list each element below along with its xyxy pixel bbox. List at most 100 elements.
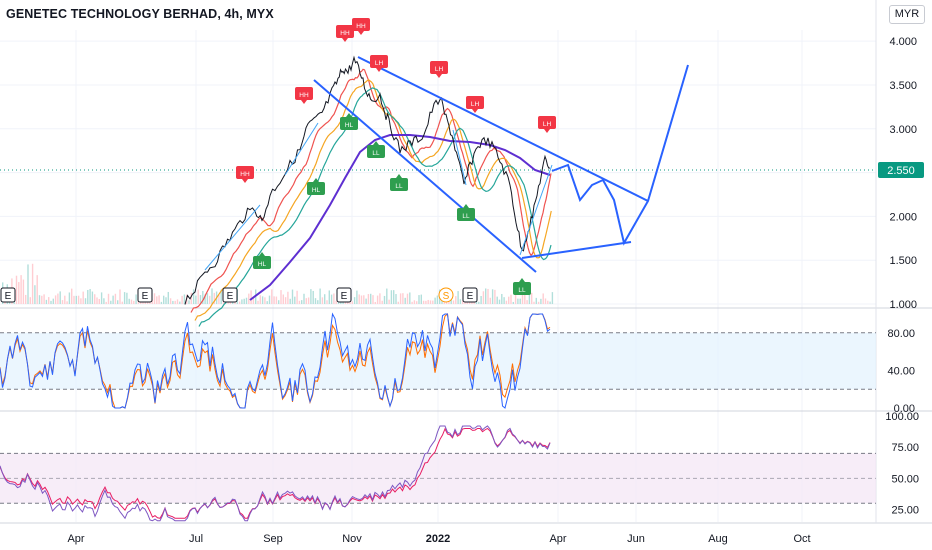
volume-bar xyxy=(151,299,153,304)
moving-averages xyxy=(190,68,552,327)
volume-bar xyxy=(29,297,31,304)
volume-bar xyxy=(179,301,181,304)
swing-label-hh: HH xyxy=(236,166,254,183)
trendline-4 xyxy=(551,64,689,246)
volume-bar xyxy=(38,295,41,304)
swing-label-bg xyxy=(466,96,484,109)
volume-bar xyxy=(87,289,89,304)
last-price-badge: 2.550 xyxy=(878,162,924,178)
rsi-ma-line xyxy=(0,427,551,519)
swing-label-tip xyxy=(301,100,307,104)
volume-bar xyxy=(128,298,130,304)
volume-bar xyxy=(243,298,245,304)
volume-bar xyxy=(43,294,45,304)
event-marker-text: E xyxy=(5,291,12,302)
volume-bar xyxy=(549,301,551,304)
swing-label-hh: HH xyxy=(352,18,370,35)
volume-bar xyxy=(303,293,305,304)
oscillator-bands xyxy=(0,169,876,504)
volume-bar xyxy=(275,296,278,304)
event-marker-bg xyxy=(336,287,352,303)
volume-bar xyxy=(551,292,554,304)
event-marker-s: S xyxy=(438,287,454,303)
volume-bar xyxy=(169,298,172,304)
volume-bar xyxy=(220,289,222,304)
swing-label-bg xyxy=(295,87,313,100)
volume-bar xyxy=(402,293,404,304)
currency-selector[interactable]: MYR xyxy=(889,5,925,24)
volume-bar xyxy=(358,294,360,304)
swing-label-text: LH xyxy=(435,66,444,73)
volume-bar xyxy=(252,297,255,304)
volume-bar xyxy=(153,293,156,304)
volume-bar xyxy=(452,300,455,304)
volume-bar xyxy=(287,291,289,304)
swing-label-tip xyxy=(436,74,442,78)
volume-bar xyxy=(388,299,390,304)
volume-bar xyxy=(427,299,429,304)
volume-bar xyxy=(482,291,485,304)
swing-label-hl: HL xyxy=(253,252,271,269)
stoch-axis-tick: 40.00 xyxy=(887,365,915,377)
volume-bar xyxy=(326,300,328,304)
price-axis-tick: 1.500 xyxy=(889,255,917,267)
event-marker-e: E xyxy=(336,287,352,303)
swing-label-tip xyxy=(358,31,364,35)
volume-bar xyxy=(436,295,439,304)
swing-label-tip xyxy=(373,141,379,145)
swing-label-ll: LL xyxy=(367,141,385,158)
volume-bar xyxy=(96,297,98,304)
swing-link-3 xyxy=(452,129,467,186)
swing-label-lh: LH xyxy=(430,61,448,78)
volume-bar xyxy=(517,298,519,304)
volume-bar xyxy=(192,289,195,304)
volume-bar xyxy=(268,295,271,304)
event-marker-e: E xyxy=(462,287,478,303)
stoch-k-line xyxy=(0,312,551,409)
volume-bar xyxy=(291,289,294,304)
swing-label-bg xyxy=(253,256,271,269)
swing-label-tip xyxy=(242,179,248,183)
volume-bar xyxy=(264,297,266,304)
time-axis-tick: Jul xyxy=(189,533,203,545)
volume-bar xyxy=(379,293,381,304)
volume-bar xyxy=(54,295,57,304)
swing-label-text: HH xyxy=(340,30,350,37)
volume-bar xyxy=(333,293,335,304)
swing-label-bg xyxy=(236,166,254,179)
volume-bar xyxy=(289,298,291,304)
swing-label-hh: HH xyxy=(295,87,313,104)
volume-bar xyxy=(257,300,259,304)
swing-label-text: LL xyxy=(518,287,526,294)
volume-bar xyxy=(206,293,209,304)
swing-link-2 xyxy=(284,122,319,176)
volume-bar xyxy=(250,290,252,304)
rsi-line xyxy=(0,425,551,522)
volume-bar xyxy=(393,290,395,304)
swing-label-text: LH xyxy=(543,121,552,128)
volume-bar xyxy=(480,295,482,304)
volume-bar xyxy=(305,298,307,304)
swing-label-text: HH xyxy=(356,23,366,30)
volume-bar xyxy=(211,288,213,304)
volume-bar xyxy=(386,288,388,304)
swing-label-tip xyxy=(472,109,478,113)
swing-label-text: HH xyxy=(299,92,309,99)
volume-bar xyxy=(71,288,73,304)
volume-bar xyxy=(165,297,167,304)
volume-bar xyxy=(406,293,409,304)
swing-label-lh: LH xyxy=(370,55,388,72)
swing-label-text: LH xyxy=(471,101,480,108)
volume-bar xyxy=(41,295,43,304)
trendlines[interactable] xyxy=(204,56,689,273)
event-marker-e: E xyxy=(137,287,153,303)
event-marker-text: E xyxy=(341,291,348,302)
volume-bar xyxy=(432,300,434,304)
volume-bar xyxy=(135,294,137,304)
volume-bar xyxy=(18,282,20,304)
volume-bar xyxy=(416,301,418,304)
volume-bar xyxy=(261,296,264,304)
event-marker-bg xyxy=(137,287,153,303)
